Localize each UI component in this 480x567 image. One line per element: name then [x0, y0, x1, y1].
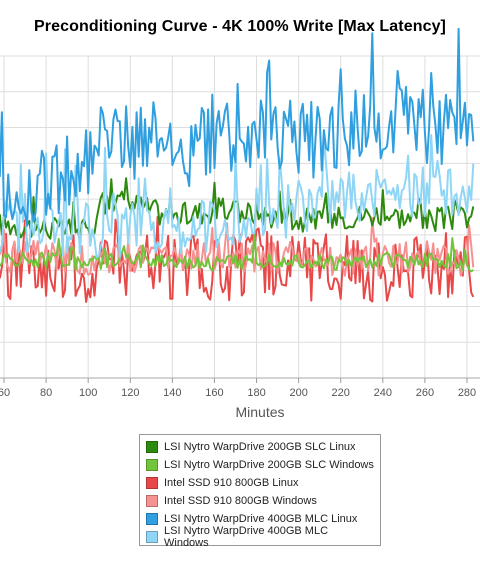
legend-swatch	[146, 495, 158, 507]
series-line	[0, 27, 475, 227]
legend-item: Intel SSD 910 800GB Windows	[146, 492, 374, 510]
chart-plot-area: 60 80 100 120 140 160 180 200 220 240 260 280	[0, 27, 480, 399]
legend: LSI Nytro WarpDrive 200GB SLC Linux LSI N…	[139, 434, 381, 549]
x-tick-label: 280	[458, 387, 476, 399]
x-tick-label: 160	[205, 387, 223, 399]
series-lines	[0, 27, 475, 303]
x-tick-label: 200	[289, 387, 307, 399]
chart-title: Preconditioning Curve - 4K 100% Write [M…	[33, 18, 446, 35]
x-tick-label: 60	[0, 387, 10, 399]
x-tick-label: 180	[247, 387, 265, 399]
legend-label: LSI Nytro WarpDrive 200GB SLC Linux	[164, 441, 356, 453]
legend-label: LSI Nytro WarpDrive 400GB MLC Windows	[164, 525, 329, 549]
x-tick-label: 260	[416, 387, 434, 399]
x-tick-label: 240	[374, 387, 392, 399]
x-tick-label: 220	[332, 387, 350, 399]
x-tick-label: 100	[79, 387, 97, 399]
x-tick-label: 120	[121, 387, 139, 399]
legend-swatch	[146, 477, 158, 489]
x-tick-label: 140	[163, 387, 181, 399]
x-tick-labels: 60 80 100 120 140 160 180 200 220 240 260 280	[0, 387, 476, 399]
legend-swatch	[146, 441, 158, 453]
x-tick-label: 80	[40, 387, 52, 399]
legend-item: LSI Nytro WarpDrive 400GB MLC Windows	[146, 525, 374, 549]
legend-label: LSI Nytro WarpDrive 400GB MLC Linux	[164, 513, 358, 525]
legend-swatch	[146, 513, 158, 525]
legend-item: Intel SSD 910 800GB Linux	[146, 474, 374, 492]
legend-label: Intel SSD 910 800GB Windows	[164, 495, 317, 507]
legend-swatch	[146, 459, 158, 471]
legend-item: LSI Nytro WarpDrive 400GB MLC Linux	[146, 510, 374, 528]
series-line	[0, 134, 475, 259]
legend-swatch	[146, 531, 158, 543]
legend-item: LSI Nytro WarpDrive 200GB SLC Windows	[146, 456, 374, 474]
legend-label: Intel SSD 910 800GB Linux	[164, 477, 299, 489]
legend-item: LSI Nytro WarpDrive 200GB SLC Linux	[146, 438, 374, 456]
x-axis-label: Minutes	[235, 404, 285, 420]
legend-label: LSI Nytro WarpDrive 200GB SLC Windows	[164, 459, 374, 471]
series-line	[0, 232, 474, 273]
